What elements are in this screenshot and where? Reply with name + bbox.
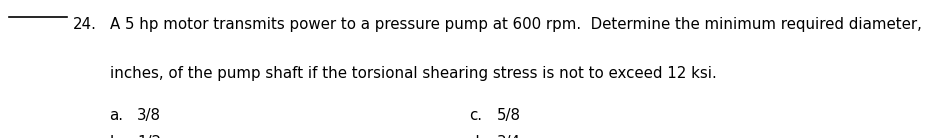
Text: a.: a. bbox=[109, 108, 123, 123]
Text: b.: b. bbox=[109, 135, 123, 138]
Text: inches, of the pump shaft if the torsional shearing stress is not to exceed 12 k: inches, of the pump shaft if the torsion… bbox=[109, 66, 716, 81]
Text: 1/2: 1/2 bbox=[137, 135, 161, 138]
Text: d.: d. bbox=[468, 135, 482, 138]
Text: A 5 hp motor transmits power to a pressure pump at 600 rpm.  Determine the minim: A 5 hp motor transmits power to a pressu… bbox=[109, 17, 927, 32]
Text: 3/4: 3/4 bbox=[496, 135, 520, 138]
Text: 3/8: 3/8 bbox=[137, 108, 161, 123]
Text: c.: c. bbox=[468, 108, 481, 123]
Text: 5/8: 5/8 bbox=[496, 108, 520, 123]
Text: 24.: 24. bbox=[72, 17, 96, 32]
